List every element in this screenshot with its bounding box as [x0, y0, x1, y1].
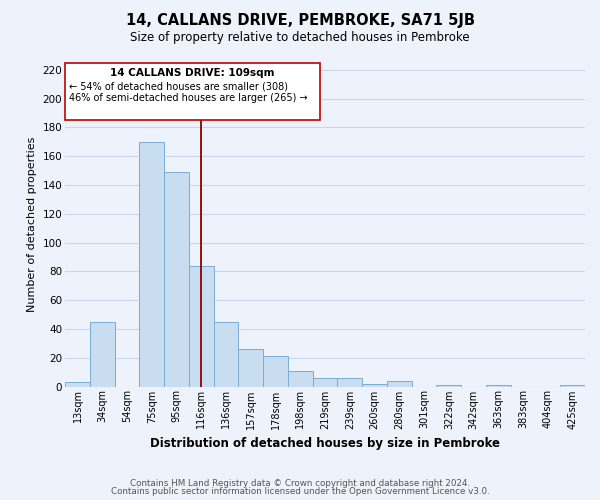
Bar — [486, 385, 511, 386]
Bar — [65, 382, 90, 386]
Bar — [288, 370, 313, 386]
Bar — [387, 381, 412, 386]
Bar — [362, 384, 387, 386]
Bar — [313, 378, 337, 386]
FancyBboxPatch shape — [65, 62, 320, 120]
Bar — [337, 378, 362, 386]
Text: 14, CALLANS DRIVE, PEMBROKE, SA71 5JB: 14, CALLANS DRIVE, PEMBROKE, SA71 5JB — [125, 12, 475, 28]
Y-axis label: Number of detached properties: Number of detached properties — [27, 137, 37, 312]
Bar — [214, 322, 238, 386]
Text: ← 54% of detached houses are smaller (308): ← 54% of detached houses are smaller (30… — [69, 81, 288, 91]
Bar — [164, 172, 189, 386]
Bar — [436, 385, 461, 386]
Bar — [238, 349, 263, 387]
Bar — [189, 266, 214, 386]
Bar — [90, 322, 115, 386]
Text: Contains HM Land Registry data © Crown copyright and database right 2024.: Contains HM Land Registry data © Crown c… — [130, 478, 470, 488]
Bar — [263, 356, 288, 386]
Bar — [560, 385, 585, 386]
Text: Size of property relative to detached houses in Pembroke: Size of property relative to detached ho… — [130, 31, 470, 44]
Text: 46% of semi-detached houses are larger (265) →: 46% of semi-detached houses are larger (… — [69, 92, 307, 102]
Text: Contains public sector information licensed under the Open Government Licence v3: Contains public sector information licen… — [110, 487, 490, 496]
Text: 14 CALLANS DRIVE: 109sqm: 14 CALLANS DRIVE: 109sqm — [110, 68, 275, 78]
X-axis label: Distribution of detached houses by size in Pembroke: Distribution of detached houses by size … — [150, 437, 500, 450]
Bar — [139, 142, 164, 386]
